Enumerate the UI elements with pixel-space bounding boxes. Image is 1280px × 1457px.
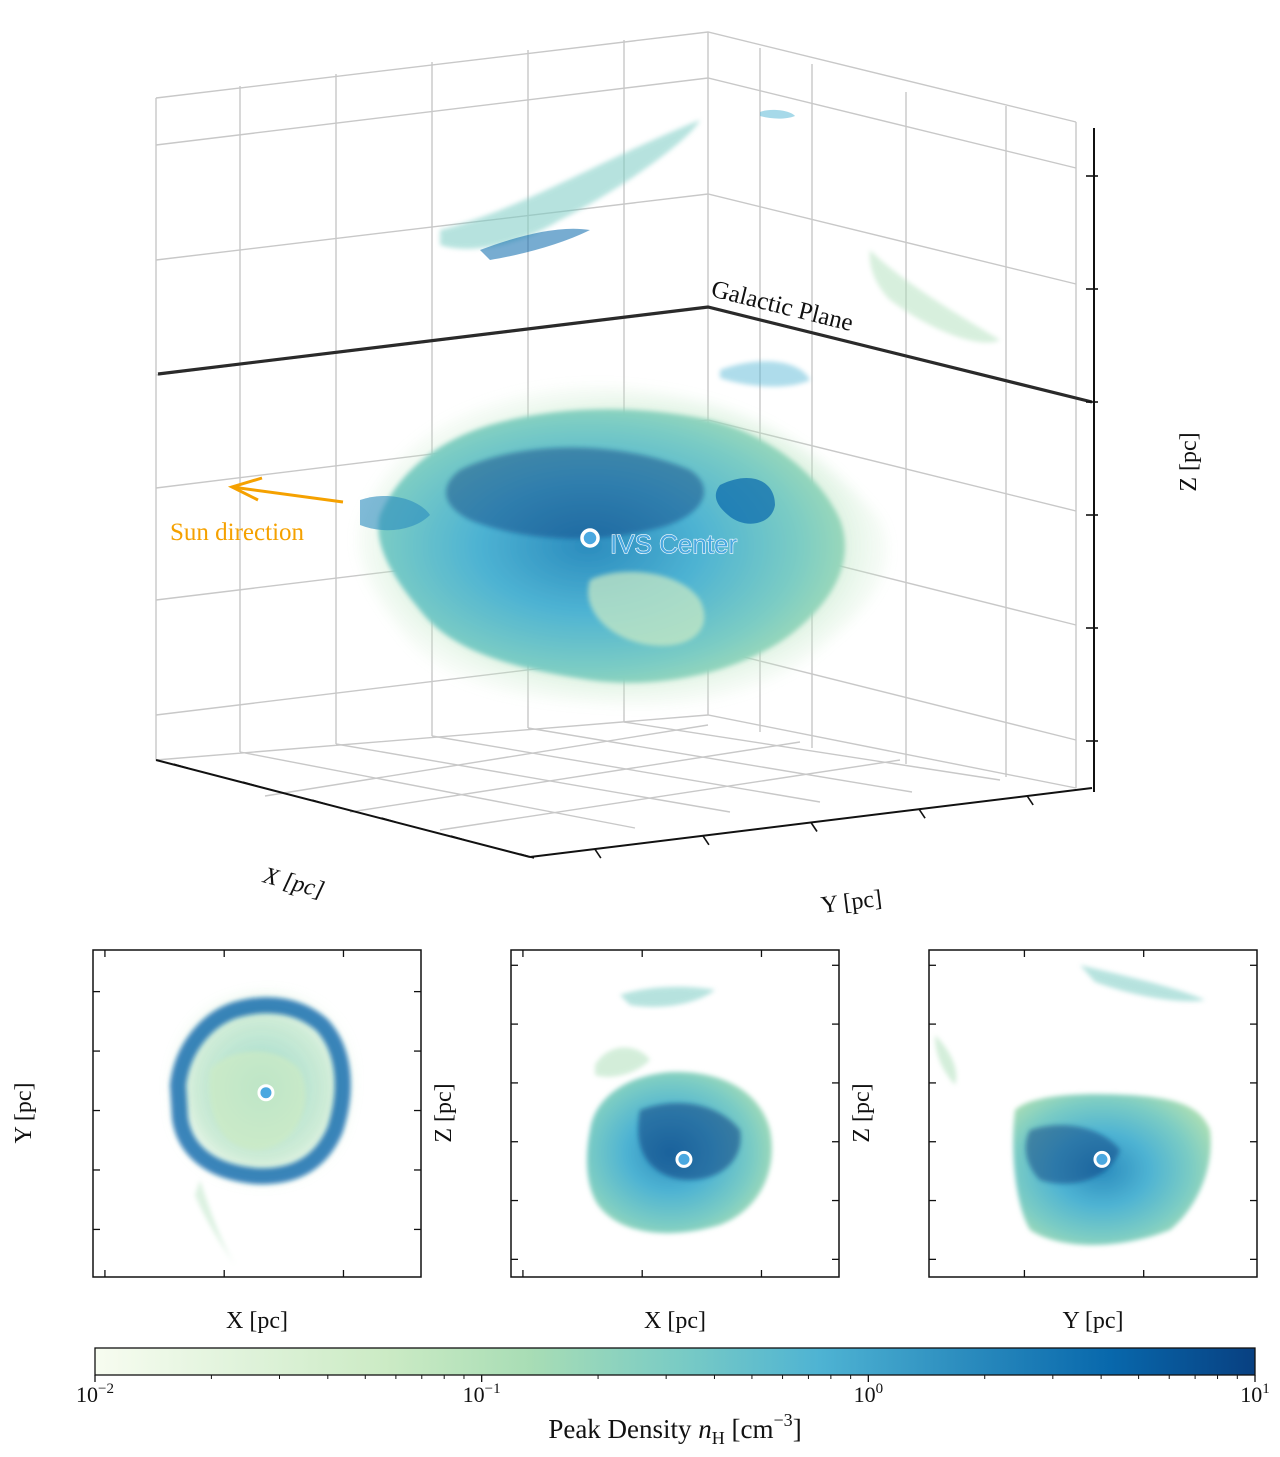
y-tick-mark bbox=[594, 848, 602, 859]
z-axis-label: Z [pc] bbox=[1176, 432, 1202, 491]
xz-y-label: Z [pc] bbox=[431, 1083, 457, 1142]
y-tick-mark bbox=[702, 835, 710, 846]
colorbar-tick-exponent: 0 bbox=[876, 1381, 884, 1397]
galactic-plane-label: Galactic Plane bbox=[709, 276, 856, 337]
xy-x-ticks bbox=[104, 950, 345, 1277]
xz-y-ticks bbox=[511, 964, 839, 1261]
upper-structures-3d bbox=[440, 109, 1000, 387]
sun-direction-arrow bbox=[227, 476, 344, 504]
y-tick-mark bbox=[918, 808, 926, 819]
colorbar: 10−2 10−1 100 101 Peak Density nH [cm−3] bbox=[76, 1347, 1270, 1448]
colorbar-tick-base: 10 bbox=[854, 1382, 876, 1407]
z-axis-ticks bbox=[1086, 175, 1098, 742]
xy-x-label: X [pc] bbox=[226, 1308, 288, 1334]
ivs-center-marker-3d bbox=[580, 528, 600, 548]
yz-x-label: Y [pc] bbox=[1062, 1308, 1123, 1334]
frame-xy bbox=[92, 949, 422, 1278]
cloud-xy bbox=[169, 991, 354, 1265]
colorbar-tick-label: 10−1 bbox=[463, 1381, 501, 1407]
galactic-plane-line bbox=[157, 305, 1093, 404]
yz-y-ticks bbox=[929, 964, 1257, 1261]
colorbar-gradient bbox=[94, 1347, 1256, 1376]
x-tick-mark bbox=[450, 835, 465, 841]
y-axis-label: Y [pc] bbox=[820, 886, 884, 919]
x-tick-mark bbox=[381, 817, 396, 823]
panel-3d: Galactic Plane Sun direction IVS Center … bbox=[155, 31, 1202, 919]
y-axis-ticks bbox=[594, 795, 1034, 859]
x-tick-mark bbox=[312, 799, 327, 805]
xy-y-label: Y [pc] bbox=[11, 1082, 37, 1143]
ivs-center-marker-xz bbox=[675, 1150, 693, 1168]
x-axis-label: X [pc] bbox=[259, 862, 327, 903]
frame-xz bbox=[510, 949, 840, 1278]
sun-direction-label: Sun direction bbox=[170, 519, 305, 546]
x-tick-mark bbox=[242, 781, 258, 787]
panel-xy: X [pc] Y [pc] bbox=[11, 949, 422, 1334]
ivs-center-label: IVS Center bbox=[610, 529, 738, 559]
colorbar-tick-label: 10−2 bbox=[76, 1381, 114, 1407]
colorbar-ticks: 10−2 10−1 100 101 bbox=[76, 1375, 1270, 1407]
cloud-3d bbox=[357, 386, 888, 706]
ivs-center-marker-xy bbox=[257, 1084, 275, 1102]
y-tick-mark bbox=[810, 822, 818, 832]
x-axis-ticks bbox=[173, 763, 535, 859]
colorbar-tick-label: 101 bbox=[1240, 1381, 1270, 1407]
colorbar-label: Peak Density nH [cm−3] bbox=[548, 1410, 801, 1448]
colorbar-tick-exponent: 1 bbox=[1262, 1381, 1270, 1397]
yz-y-label: Z [pc] bbox=[849, 1083, 875, 1142]
xz-x-ticks bbox=[522, 950, 763, 1277]
xy-y-ticks bbox=[93, 990, 421, 1231]
cloud-yz bbox=[935, 965, 1211, 1245]
frame-yz bbox=[928, 949, 1258, 1278]
yz-x-ticks bbox=[1023, 950, 1145, 1277]
x-axis-line bbox=[155, 759, 531, 858]
xz-x-label: X [pc] bbox=[644, 1308, 706, 1334]
x-tick-mark bbox=[173, 763, 188, 769]
colorbar-tick-exponent: −2 bbox=[98, 1381, 114, 1397]
colorbar-tick-base: 10 bbox=[463, 1382, 485, 1407]
y-tick-mark bbox=[1026, 795, 1034, 806]
colorbar-tick-label: 100 bbox=[854, 1381, 884, 1407]
panel-yz: Y [pc] Z [pc] bbox=[849, 949, 1258, 1334]
colorbar-tick-exponent: −1 bbox=[485, 1381, 501, 1397]
colorbar-tick-base: 10 bbox=[1240, 1382, 1262, 1407]
cloud-xz bbox=[586, 986, 772, 1234]
panel-xz: X [pc] Z [pc] bbox=[431, 949, 840, 1334]
ivs-center-marker-yz bbox=[1093, 1150, 1111, 1168]
colorbar-tick-base: 10 bbox=[76, 1382, 98, 1407]
